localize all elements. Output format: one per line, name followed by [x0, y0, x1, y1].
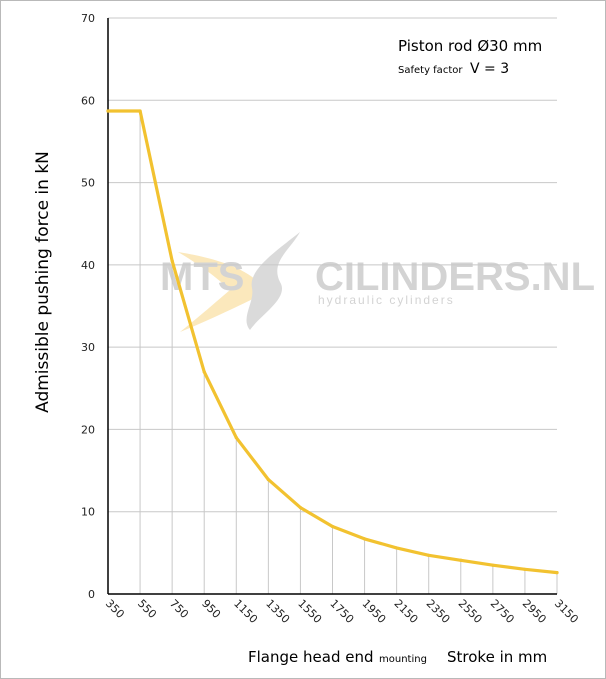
annotation-safety-factor-label: Safety factor	[398, 65, 463, 76]
data-point	[106, 109, 110, 113]
data-point	[395, 546, 399, 550]
y-tick-label: 60	[81, 94, 95, 107]
x-tick-label: 550	[135, 597, 159, 621]
x-tick-label: 1950	[359, 597, 388, 626]
watermark-tagline: hydraulic cylinders	[318, 293, 455, 307]
y-axis-label: Admissible pushing force in kN	[33, 151, 53, 413]
annotation-title: Piston rod Ø30 mm	[398, 37, 542, 55]
data-point	[555, 571, 559, 575]
x-tick-label: 350	[103, 597, 127, 621]
x-tick-label: 2550	[456, 597, 485, 626]
y-tick-labels: 0 10 20 30 40 50 60 70	[81, 12, 95, 601]
data-point	[202, 370, 206, 374]
x-tick-label: 1750	[327, 597, 356, 626]
data-point	[459, 558, 463, 562]
data-point	[170, 259, 174, 263]
x-tick-label: 2150	[392, 597, 421, 626]
y-tick-label: 40	[81, 259, 95, 272]
watermark-swoosh	[178, 252, 268, 332]
data-point	[362, 537, 367, 541]
x-tick-label: 750	[167, 597, 191, 621]
x-tick-label: 2750	[488, 597, 517, 626]
watermark-brand-right: CILINDERS.NL	[315, 255, 595, 299]
data-point	[298, 506, 303, 510]
x-tick-label: 2350	[424, 597, 453, 626]
x-tick-label: 1550	[295, 597, 324, 626]
y-tick-label: 30	[81, 341, 95, 354]
y-tick-label: 10	[81, 506, 95, 519]
y-tick-label: 20	[81, 423, 95, 436]
data-point	[138, 109, 142, 113]
data-point	[491, 563, 495, 567]
series-group	[106, 109, 559, 575]
y-tick-label: 0	[88, 588, 95, 601]
data-point	[330, 524, 335, 529]
x-axis-label-mounting: mounting	[379, 654, 427, 665]
x-tick-label: 950	[199, 597, 223, 621]
watermark: MTS CILINDERS.NL hydraulic cylinders	[160, 232, 595, 332]
x-tick-labels: 350 550 750 950 1150 1350 1550 1750 1950 2150 2350…	[103, 597, 581, 626]
x-tick-label: 1150	[231, 597, 260, 626]
axes	[107, 18, 557, 595]
data-point	[234, 436, 238, 440]
x-tick-label: 1350	[263, 597, 292, 626]
data-point	[427, 553, 431, 557]
grid	[108, 17, 558, 594]
x-axis-label-main: Flange head end	[248, 648, 374, 666]
x-axis-label-stroke: Stroke in mm	[447, 648, 547, 666]
y-tick-label: 50	[81, 177, 95, 190]
data-point	[266, 478, 270, 482]
data-point	[523, 567, 527, 571]
watermark-s-shape	[246, 232, 300, 330]
x-tick-label: 2950	[520, 597, 549, 626]
series-line	[106, 109, 559, 575]
y-tick-label: 70	[81, 12, 95, 25]
x-tick-label: 3150	[552, 597, 581, 626]
annotation-safety-factor-value: V = 3	[470, 61, 509, 77]
